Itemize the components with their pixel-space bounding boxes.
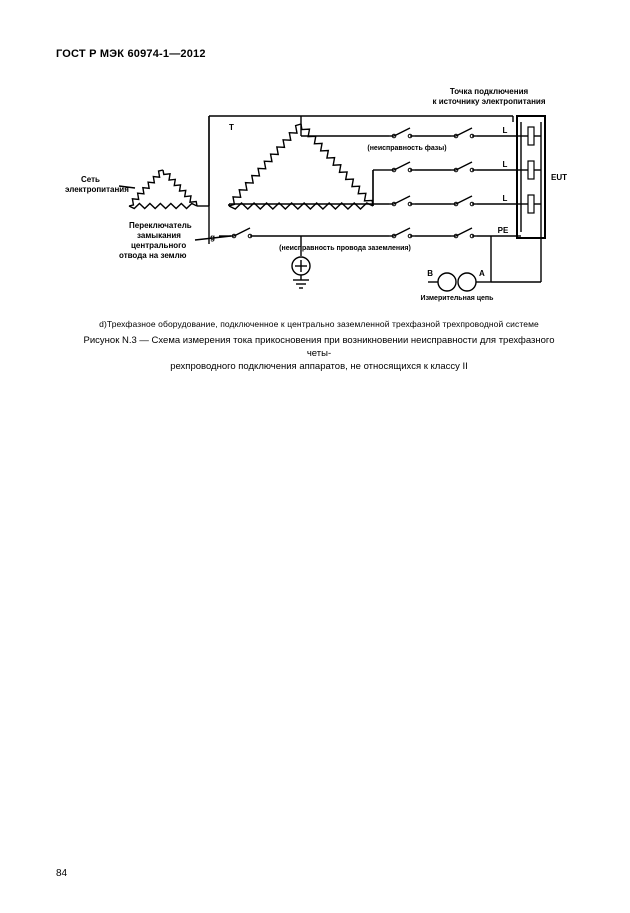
svg-text:Точка подключения: Точка подключения	[450, 87, 529, 96]
svg-text:Измерительная цепь: Измерительная цепь	[421, 295, 495, 302]
caption-d: d)Трехфазное оборудование, подключенное …	[56, 319, 582, 329]
svg-text:к источнику электропитания: к источнику электропитания	[432, 97, 545, 106]
svg-text:B: B	[427, 269, 433, 278]
svg-text:(неисправность фазы): (неисправность фазы)	[367, 145, 446, 152]
circuit-diagram: Точка подключенияк источнику электропита…	[59, 78, 579, 308]
svg-text:L: L	[503, 160, 508, 169]
svg-text:T: T	[229, 123, 234, 132]
svg-text:центрального: центрального	[131, 241, 186, 250]
svg-text:EUT: EUT	[551, 173, 567, 182]
svg-text:L: L	[503, 126, 508, 135]
svg-text:замыкания: замыкания	[137, 231, 181, 240]
page-number: 84	[56, 868, 67, 879]
svg-text:отвода на землю: отвода на землю	[119, 251, 187, 260]
svg-text:PE: PE	[498, 226, 509, 235]
page: ГОСТ Р МЭК 60974-1—2012 Точка подключени…	[0, 0, 630, 913]
caption-line1: Рисунок N.3 — Схема измерения тока прико…	[84, 335, 555, 359]
figure-caption: Рисунок N.3 — Схема измерения тока прико…	[79, 335, 559, 373]
caption-line2: рехпроводного подключения аппаратов, не …	[170, 361, 468, 372]
document-id: ГОСТ Р МЭК 60974-1—2012	[56, 48, 582, 60]
svg-text:(неисправность провода заземле: (неисправность провода заземления)	[279, 245, 411, 252]
svg-text:L: L	[503, 194, 508, 203]
svg-text:Сеть: Сеть	[81, 175, 100, 184]
svg-text:A: A	[479, 269, 485, 278]
svg-text:Переключатель: Переключатель	[129, 221, 192, 230]
figure-container: Точка подключенияк источнику электропита…	[56, 78, 582, 313]
